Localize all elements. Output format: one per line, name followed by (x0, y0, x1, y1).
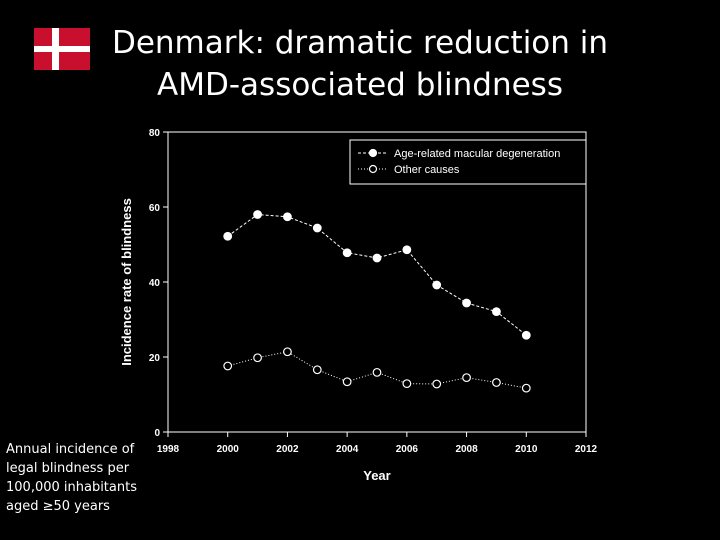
series-1-point (342, 248, 352, 258)
incidence-line-chart: 0 20 40 60 80 1998 2000 2002 2004 2006 2008 2010 201… (119, 128, 598, 483)
series-2-point (253, 353, 262, 363)
x-tick-label: 2006 (396, 444, 419, 455)
legend-marker-2 (368, 164, 378, 174)
series-2-point (372, 367, 382, 377)
x-tick-label: 2004 (336, 444, 359, 455)
series-1-point (521, 330, 531, 340)
series-1-point (492, 307, 501, 317)
series-1-point (283, 212, 292, 222)
slide-title-line-2: AMD-associated blindness (157, 67, 563, 103)
caption-line: Annual incidence of (6, 442, 135, 457)
y-tick-label: 40 (149, 278, 161, 289)
y-tick-label: 80 (149, 128, 161, 139)
series-2-point (312, 365, 322, 375)
y-tick-label: 60 (149, 203, 161, 214)
y-axis-title: Incidence rate of blindness (119, 198, 134, 366)
legend-label-2: Other causes (394, 164, 460, 176)
caption-line: aged ≥50 years (6, 499, 110, 514)
chart-caption: Annual incidence of legal blindness per … (6, 440, 146, 516)
x-tick-label: 2012 (575, 444, 598, 455)
x-tick-label: 2010 (515, 444, 538, 455)
legend-marker-1 (368, 148, 378, 158)
x-tick-label: 2000 (217, 444, 240, 455)
caption-line: 100,000 inhabitants (6, 480, 137, 495)
series-1-point (312, 223, 322, 233)
legend-box (349, 139, 587, 185)
series-2-point (432, 379, 442, 389)
denmark-flag-icon (34, 28, 90, 70)
series-1-point (372, 253, 382, 263)
x-tick-label: 2008 (455, 444, 478, 455)
legend-label-1: Age-related macular degeneration (394, 148, 560, 160)
series-2-point (402, 379, 412, 389)
x-tick-label: 2002 (276, 444, 299, 455)
series-line-1 (227, 213, 527, 336)
series-1-point (253, 210, 262, 219)
y-tick-label: 20 (149, 353, 161, 364)
series-2-point (342, 377, 352, 387)
series-2-point (521, 383, 531, 393)
series-1-point (432, 280, 442, 290)
series-2-point (223, 361, 233, 371)
series-1-point (402, 245, 412, 255)
slide-title-line-1: Denmark: dramatic reduction in (111, 25, 609, 61)
series-2-point (492, 378, 501, 387)
series-2-point (283, 347, 292, 357)
x-tick-label: 1998 (157, 444, 180, 455)
y-tick-label: 0 (154, 428, 160, 439)
caption-line: legal blindness per (6, 461, 130, 476)
x-axis-title: Year (363, 468, 390, 483)
slide-title: Denmark: dramatic reduction in AMD-assoc… (95, 22, 625, 106)
series-2-point (462, 373, 471, 383)
series-1-point (223, 231, 233, 241)
series-1-point (462, 298, 471, 308)
